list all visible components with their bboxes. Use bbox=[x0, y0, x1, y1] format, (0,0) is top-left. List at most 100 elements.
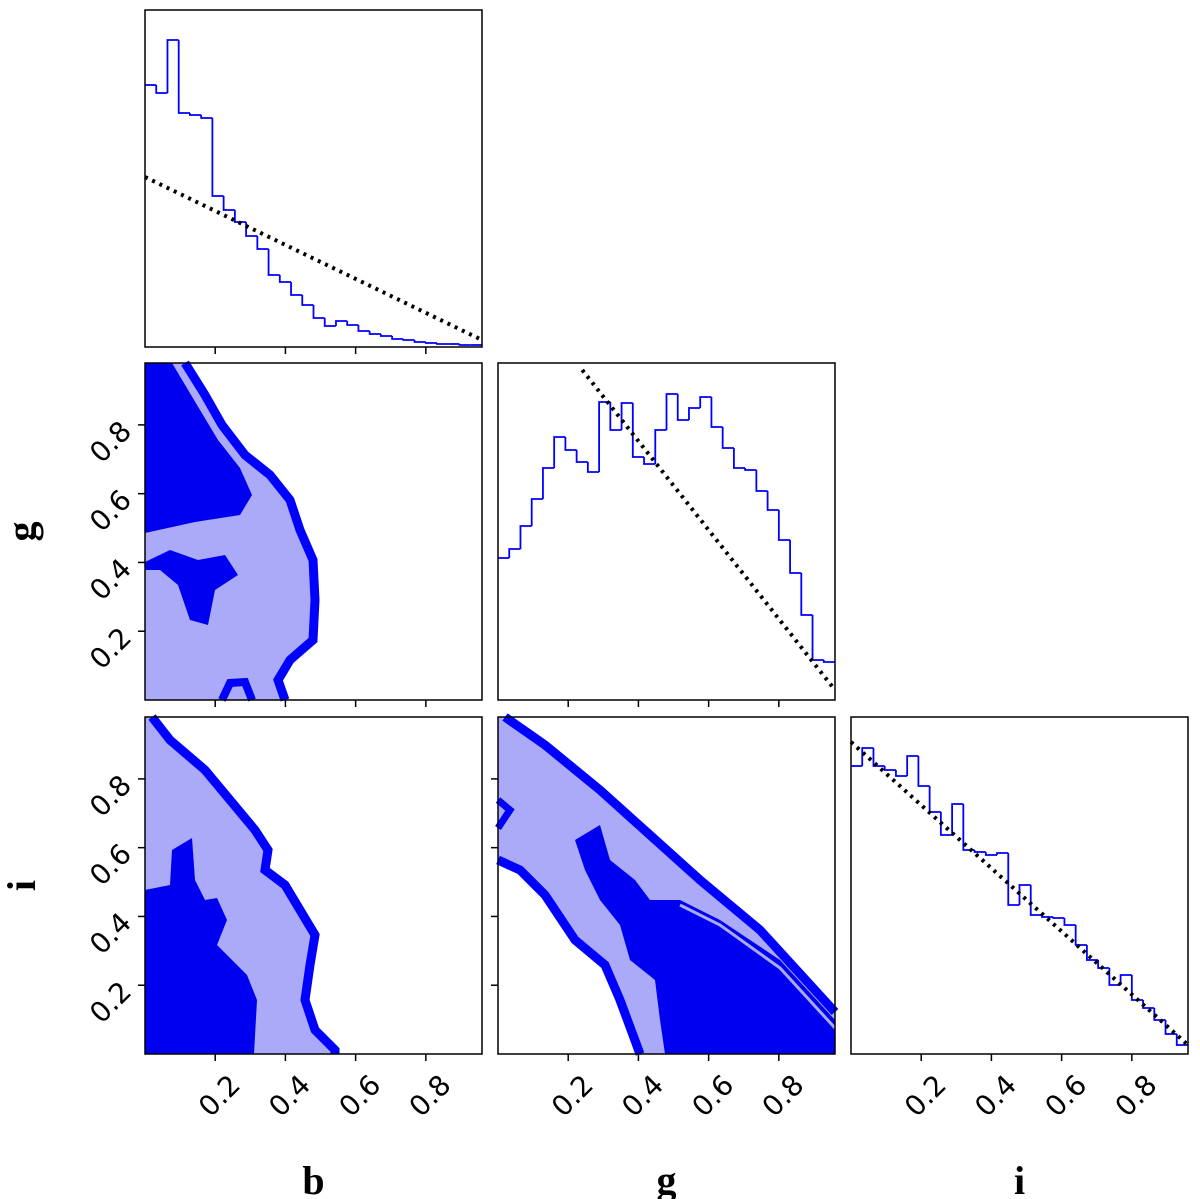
histogram-step bbox=[939, 812, 953, 836]
histogram-step bbox=[413, 340, 426, 343]
contour-inner bbox=[145, 363, 252, 533]
histogram-step bbox=[688, 407, 701, 420]
histogram-step bbox=[189, 113, 202, 116]
histogram-step bbox=[1130, 975, 1144, 1001]
y-tick-label: 0.8 bbox=[83, 415, 138, 470]
x-tick-label: 0.2 bbox=[545, 1068, 600, 1123]
y-tick-label: 0.2 bbox=[83, 975, 138, 1030]
histogram-step bbox=[1097, 960, 1110, 969]
histogram-step bbox=[424, 342, 438, 344]
panel-frame bbox=[144, 716, 483, 1055]
histogram-step bbox=[676, 394, 689, 421]
x-tick-label: 0.4 bbox=[968, 1068, 1023, 1123]
x-tick-label: 0.2 bbox=[898, 1068, 953, 1123]
panel-frame bbox=[497, 362, 836, 701]
histogram-step bbox=[177, 40, 190, 114]
histogram-step bbox=[811, 615, 824, 661]
panel-frame bbox=[850, 716, 1189, 1055]
histogram-step bbox=[564, 437, 577, 451]
histogram-step bbox=[222, 196, 235, 211]
histogram-step bbox=[323, 318, 336, 327]
histogram-step bbox=[872, 748, 885, 767]
histogram-step bbox=[883, 766, 896, 771]
x-tick-label: 0.8 bbox=[1109, 1068, 1164, 1123]
histogram-step bbox=[1086, 945, 1099, 961]
histogram-step bbox=[766, 491, 779, 511]
histogram-step bbox=[643, 457, 656, 465]
histogram-step bbox=[800, 573, 813, 616]
histogram-step bbox=[530, 498, 543, 526]
histogram-step bbox=[609, 402, 622, 431]
histogram-step bbox=[290, 282, 303, 296]
histogram-step bbox=[1029, 885, 1042, 916]
histogram-step bbox=[335, 320, 348, 326]
x-axis-label: g bbox=[657, 1158, 677, 1199]
histogram-step bbox=[1074, 925, 1087, 946]
histogram-step bbox=[789, 540, 802, 574]
contour-inner bbox=[145, 838, 257, 1054]
histogram-step bbox=[346, 321, 359, 326]
contours bbox=[145, 360, 839, 1056]
histogram-step bbox=[996, 852, 1009, 855]
histogram-step bbox=[155, 85, 168, 94]
histogram-step bbox=[586, 462, 600, 473]
histogram-step bbox=[1108, 968, 1121, 986]
contour-line bbox=[679, 903, 837, 1030]
histogram-step bbox=[984, 852, 998, 856]
histogram-step bbox=[200, 115, 213, 119]
histogram-step bbox=[233, 210, 247, 223]
contour-inner bbox=[145, 550, 238, 625]
histogram-step bbox=[1063, 918, 1076, 926]
histogram-step bbox=[928, 786, 941, 813]
x-tick-label: 0.6 bbox=[332, 1068, 387, 1123]
histogram-step bbox=[256, 236, 269, 250]
histogram-step bbox=[755, 470, 768, 492]
y-tick-label: 0.6 bbox=[83, 483, 138, 538]
histogram-step bbox=[1041, 915, 1054, 918]
histogram-step bbox=[1007, 853, 1020, 906]
histogram-step bbox=[391, 336, 404, 340]
histogram-step bbox=[699, 396, 712, 408]
contour-line bbox=[148, 714, 340, 1054]
y-axis-label: i bbox=[0, 880, 44, 891]
histogram-step bbox=[906, 755, 919, 776]
histogram-step bbox=[777, 510, 791, 541]
contour-line bbox=[181, 360, 320, 702]
histogram-step bbox=[542, 467, 555, 499]
y-tick-label: 0.4 bbox=[83, 552, 138, 607]
histogram-step bbox=[598, 401, 611, 472]
histogram-step bbox=[895, 770, 908, 777]
histogram-step bbox=[631, 403, 645, 458]
histogram-step bbox=[710, 397, 723, 428]
histogram-step bbox=[721, 427, 734, 449]
reference-line bbox=[849, 740, 1190, 1047]
histogram-step bbox=[1052, 917, 1065, 919]
histogram-step bbox=[519, 525, 532, 549]
histogram-step bbox=[1175, 1034, 1188, 1046]
histogram-step bbox=[357, 325, 370, 332]
histogram-step bbox=[508, 548, 521, 558]
contour-line bbox=[218, 677, 256, 702]
histogram-step bbox=[380, 334, 393, 337]
histogram-step bbox=[620, 402, 633, 430]
reference-line bbox=[580, 368, 837, 692]
histogram-step bbox=[665, 393, 678, 430]
panel-frame bbox=[144, 9, 483, 348]
histogram-step bbox=[744, 468, 757, 471]
y-tick-label: 0.2 bbox=[83, 621, 138, 676]
histogram-step bbox=[1018, 884, 1031, 905]
histogram-step bbox=[575, 450, 588, 463]
histogram-step bbox=[402, 339, 415, 341]
y-tick-label: 0.8 bbox=[83, 769, 138, 824]
x-tick-label: 0.8 bbox=[756, 1068, 811, 1123]
histogram-step bbox=[436, 343, 449, 345]
x-tick-label: 0.6 bbox=[685, 1068, 740, 1123]
x-tick-label: 0.4 bbox=[615, 1068, 670, 1123]
y-tick-label: 0.4 bbox=[83, 906, 138, 961]
panel-frame bbox=[497, 716, 836, 1055]
y-axis-label: g bbox=[0, 522, 44, 542]
x-tick-label: 0.2 bbox=[192, 1068, 247, 1123]
y-tick-label: 0.6 bbox=[83, 837, 138, 892]
